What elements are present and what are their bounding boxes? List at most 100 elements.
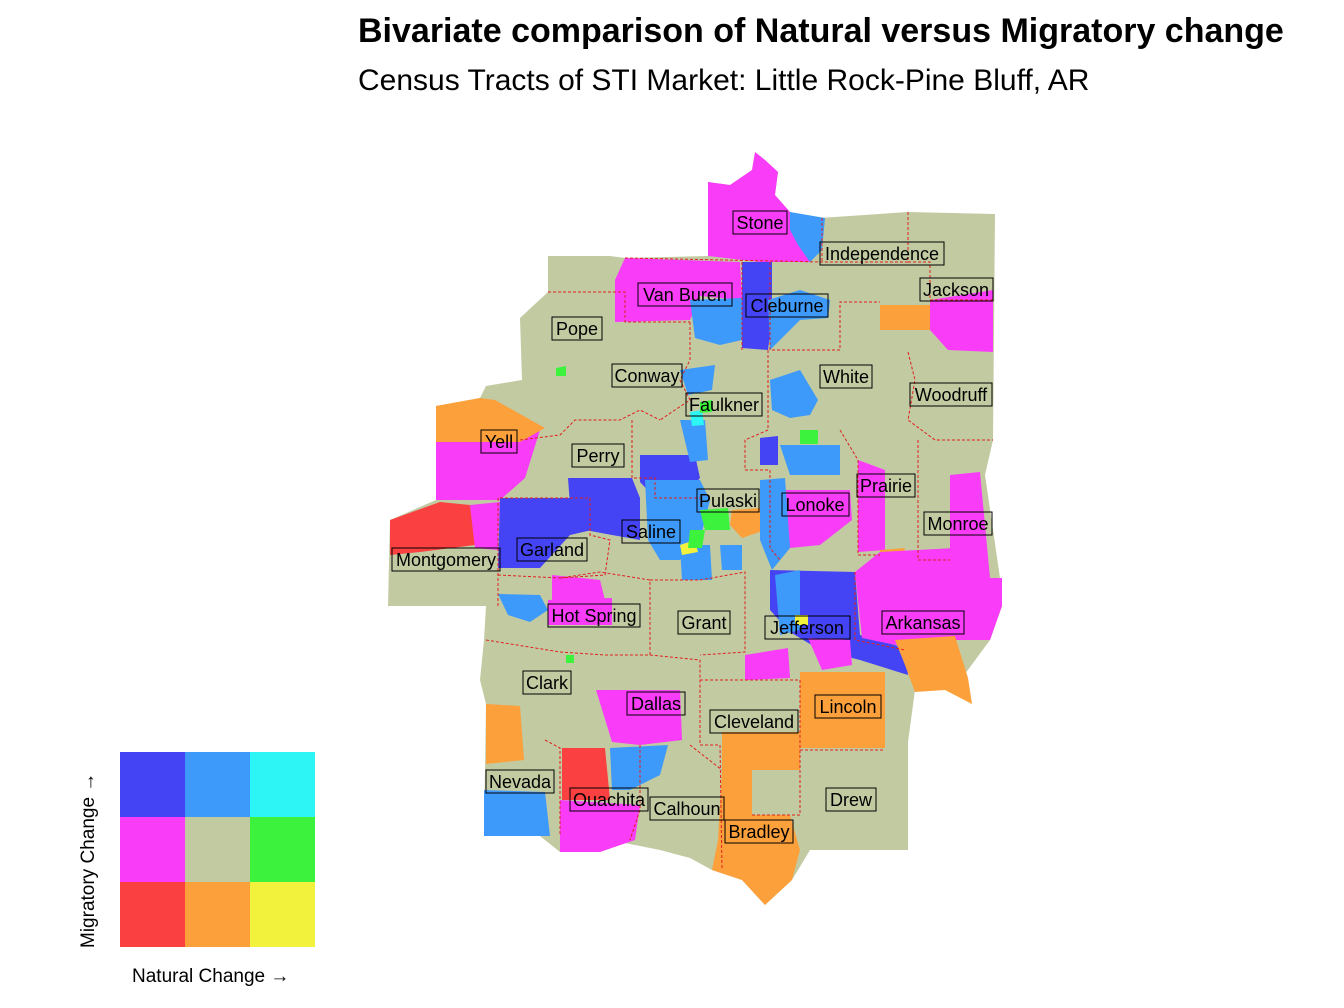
border-jefferson-arkansas xyxy=(854,572,906,651)
legend-cell-low-mig-high-nat xyxy=(250,882,315,947)
border-pulaski-lonoke xyxy=(745,469,781,561)
map-title: Bivariate comparison of Natural versus M… xyxy=(358,12,1284,50)
tract-jackson-magenta xyxy=(930,290,993,352)
border-prairie-monroe xyxy=(917,440,950,561)
county-label-lonoke: Lonoke xyxy=(781,492,850,517)
legend-cell-low-mig-low-nat xyxy=(120,882,185,947)
county-label-jefferson: Jefferson xyxy=(764,615,851,640)
border-nevada-ouachita xyxy=(544,739,561,836)
tract-hotspring-magenta xyxy=(548,598,612,625)
border-clark-dallas xyxy=(485,639,701,690)
svg-text:Monroe: Monroe xyxy=(927,514,988,534)
tract-cleveland-orange xyxy=(722,732,800,770)
county-label-saline: Saline xyxy=(621,519,681,544)
county-labels: Stone Independence Van Buren Cleburne Ja… xyxy=(391,210,994,844)
svg-text:Woodruff: Woodruff xyxy=(915,385,988,405)
tract-jackson-orange xyxy=(880,305,932,330)
county-label-pope: Pope xyxy=(551,316,603,341)
border-cleveland-lincoln xyxy=(700,679,885,751)
tract-yell-orange xyxy=(436,398,545,442)
svg-text:Grant: Grant xyxy=(681,613,726,633)
svg-text:Prairie: Prairie xyxy=(860,476,912,496)
legend-cell-high-mig-low-nat xyxy=(120,752,185,817)
tract-ouachita-blue xyxy=(610,745,668,790)
border-hotspring xyxy=(497,571,651,655)
svg-text:Dallas: Dallas xyxy=(631,694,681,714)
legend-cell-mid-mig-low-nat xyxy=(120,817,185,882)
county-label-independence: Independence xyxy=(819,241,945,266)
svg-text:Independence: Independence xyxy=(825,244,939,264)
county-label-jackson: Jackson xyxy=(919,277,994,302)
tract-jefferson-magenta xyxy=(745,648,790,680)
county-label-arkansas: Arkansas xyxy=(881,610,965,635)
tract-stone-blue xyxy=(790,212,825,262)
tract-lonoke-magenta xyxy=(780,490,852,548)
border-calhoun-bradley xyxy=(689,744,723,771)
tract-jefferson-blue xyxy=(775,570,800,635)
tract-garland-indigo xyxy=(498,498,592,568)
county-label-drew: Drew xyxy=(825,787,877,812)
border-cleburne-white xyxy=(769,262,880,351)
svg-text:Montgomery: Montgomery xyxy=(396,550,496,570)
border-garland-saline xyxy=(500,497,611,579)
tract-jefferson-indigo xyxy=(770,570,908,675)
county-label-nevada: Nevada xyxy=(485,769,555,794)
tract-pulaski-blue-2 xyxy=(680,420,708,462)
tract-jefferson-yellow xyxy=(795,615,808,625)
svg-text:Pulaski: Pulaski xyxy=(699,491,757,511)
svg-text:Nevada: Nevada xyxy=(489,772,552,792)
tract-cleburne-indigo xyxy=(742,262,772,350)
legend-cell-mid-mig-high-nat xyxy=(250,817,315,882)
tract-bradley-orange xyxy=(712,770,800,905)
border-jackson xyxy=(907,212,995,301)
county-label-montgomery: Montgomery xyxy=(391,547,501,572)
tract-vanburen-blue xyxy=(690,298,742,345)
border-dallas-cleveland xyxy=(699,690,723,871)
county-label-pulaski: Pulaski xyxy=(696,488,760,513)
border-white-woodruff xyxy=(907,351,993,441)
svg-text:Jefferson: Jefferson xyxy=(770,618,844,638)
border-perry-pulaski xyxy=(631,420,700,499)
county-label-calhoun: Calhoun xyxy=(649,796,725,821)
county-label-clark: Clark xyxy=(522,670,572,695)
county-label-stone: Stone xyxy=(732,210,788,235)
svg-text:Saline: Saline xyxy=(626,522,676,542)
svg-text:Stone: Stone xyxy=(736,213,783,233)
tract-arkansas-orange xyxy=(895,636,972,704)
tract-white-blue xyxy=(770,370,818,418)
tract-pulaski-green-2 xyxy=(688,530,705,548)
county-label-monroe: Monroe xyxy=(923,511,993,536)
svg-text:Perry: Perry xyxy=(576,446,619,466)
tract-clark-green xyxy=(566,655,574,663)
border-conway-faulkner xyxy=(659,322,691,421)
svg-text:Cleburne: Cleburne xyxy=(750,296,823,316)
map-subtitle: Census Tracts of STI Market: Little Rock… xyxy=(358,64,1090,97)
svg-text:Yell: Yell xyxy=(485,432,513,452)
county-label-ouachita: Ouachita xyxy=(569,787,649,812)
svg-text:Arkansas: Arkansas xyxy=(885,613,960,633)
county-label-prairie: Prairie xyxy=(856,473,916,498)
svg-text:Pope: Pope xyxy=(556,319,598,339)
county-label-bradley: Bradley xyxy=(724,819,794,844)
tract-white-indigo xyxy=(760,436,778,465)
tract-monroe-magenta xyxy=(950,472,1002,640)
legend-cell-mid-mig-mid-nat xyxy=(185,817,250,882)
county-label-perry: Perry xyxy=(571,443,625,468)
border-north xyxy=(624,257,908,263)
legend-x-axis-label: Natural Change → xyxy=(132,966,290,987)
tract-nevada-orange xyxy=(486,704,524,764)
svg-text:Conway: Conway xyxy=(614,366,679,386)
legend-cell-high-mig-mid-nat xyxy=(185,752,250,817)
svg-text:Clark: Clark xyxy=(526,673,569,693)
border-faulkner-white xyxy=(744,350,769,470)
tract-yell-magenta xyxy=(436,430,540,500)
border-lonoke-prairie xyxy=(839,429,880,556)
legend-cell-low-mig-mid-nat xyxy=(185,882,250,947)
tract-prairie-magenta xyxy=(858,460,885,552)
tract-saline-blue-2 xyxy=(720,545,742,570)
svg-text:Jackson: Jackson xyxy=(923,280,989,300)
svg-text:Faulkner: Faulkner xyxy=(689,395,759,415)
tract-faulkner-green xyxy=(700,400,712,413)
county-borders xyxy=(485,212,995,871)
